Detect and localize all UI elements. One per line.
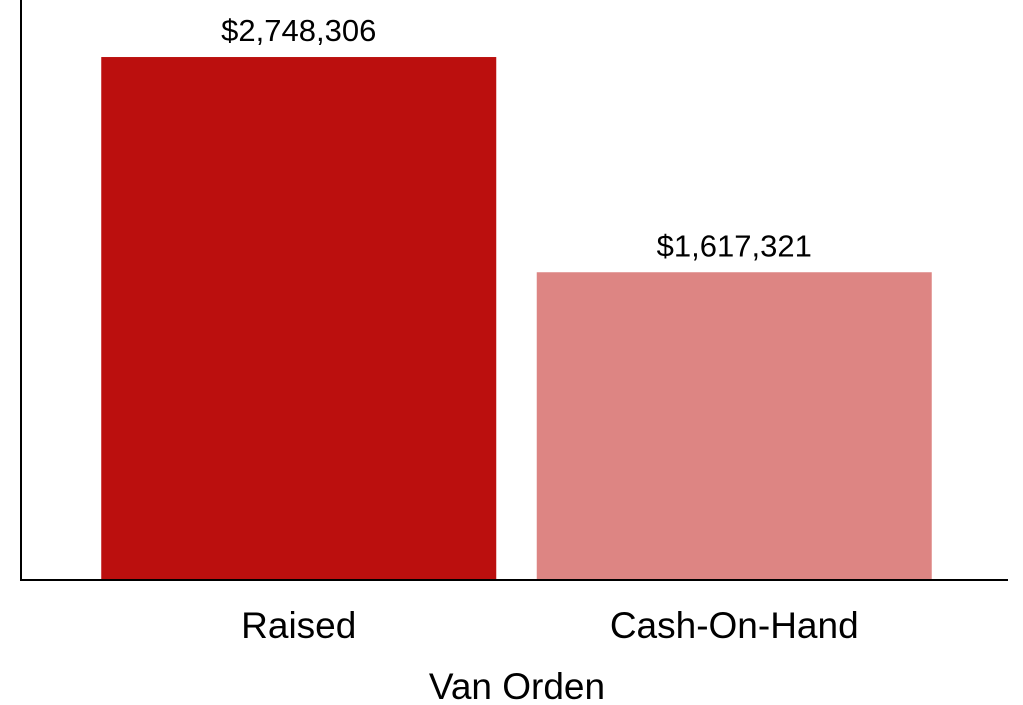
bar — [101, 57, 497, 581]
x-tick-label: Cash-On-Hand — [610, 605, 859, 646]
bar — [536, 272, 932, 580]
x-tick-label: Raised — [241, 605, 356, 646]
value-label: $1,617,321 — [657, 228, 812, 263]
value-label: $2,748,306 — [221, 13, 376, 48]
x-axis-label: Van Orden — [429, 666, 605, 705]
